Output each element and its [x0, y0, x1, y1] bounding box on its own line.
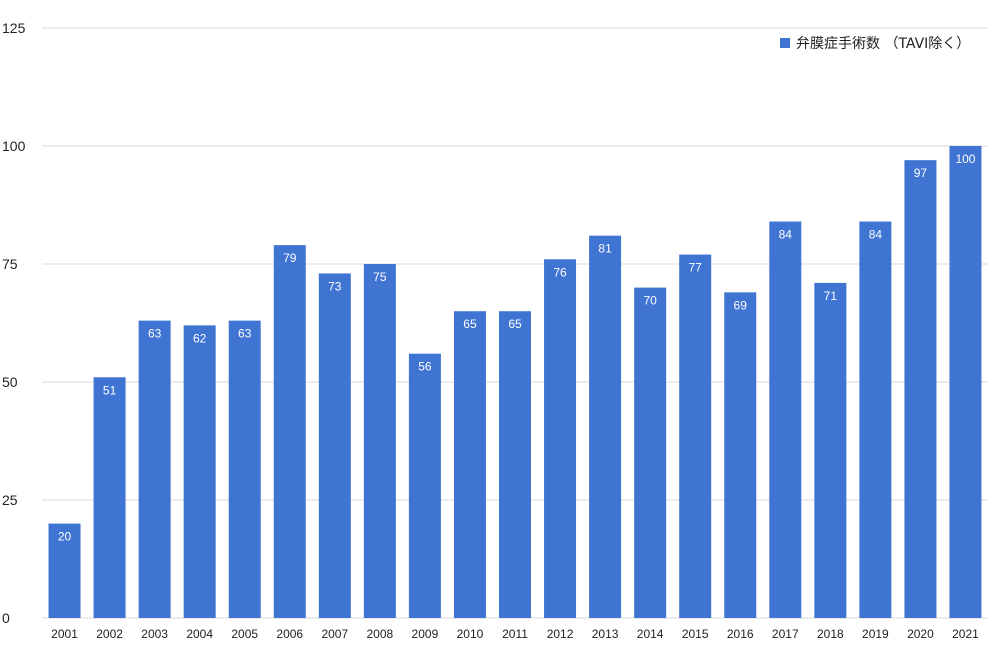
data-label: 81 — [598, 242, 612, 256]
x-tick-label: 2007 — [321, 627, 348, 641]
x-tick-label: 2020 — [907, 627, 934, 641]
data-label: 56 — [418, 360, 432, 374]
x-tick-label: 2016 — [727, 627, 754, 641]
x-tick-label: 2018 — [817, 627, 844, 641]
bar-2003 — [138, 320, 171, 618]
x-tick-label: 2009 — [412, 627, 439, 641]
bar-2009 — [408, 353, 441, 618]
data-label: 75 — [373, 270, 387, 284]
x-tick-label: 2019 — [862, 627, 889, 641]
bar-2007 — [318, 273, 351, 618]
x-tick-label: 2021 — [952, 627, 979, 641]
bar-2016 — [724, 292, 757, 618]
x-tick-label: 2012 — [547, 627, 574, 641]
data-label: 51 — [103, 383, 117, 397]
data-label: 69 — [734, 298, 748, 312]
legend-swatch — [780, 38, 790, 48]
data-label: 84 — [869, 228, 883, 242]
data-label: 70 — [643, 294, 657, 308]
bar-2008 — [363, 264, 396, 618]
data-label: 63 — [238, 327, 252, 341]
data-label: 20 — [58, 530, 72, 544]
x-tick-label: 2003 — [141, 627, 168, 641]
x-tick-label: 2011 — [502, 627, 528, 641]
y-tick-label: 0 — [2, 610, 10, 626]
bar-2006 — [273, 245, 306, 618]
bar-2010 — [453, 311, 486, 618]
bar-2012 — [544, 259, 577, 618]
x-tick-label: 2010 — [457, 627, 484, 641]
data-label: 73 — [328, 279, 342, 293]
bar-2001 — [48, 523, 81, 618]
x-tick-label: 2017 — [772, 627, 799, 641]
y-tick-label: 25 — [2, 492, 18, 508]
y-tick-label: 100 — [2, 138, 26, 154]
x-tick-label: 2002 — [96, 627, 123, 641]
bar-2019 — [859, 221, 892, 618]
data-label: 84 — [779, 228, 793, 242]
x-tick-label: 2015 — [682, 627, 709, 641]
data-label: 71 — [824, 289, 838, 303]
legend-label: 弁膜症手術数 （TAVI除く） — [796, 36, 970, 52]
data-label: 62 — [193, 331, 207, 345]
bar-2020 — [904, 160, 937, 618]
bar-2011 — [499, 311, 531, 618]
x-tick-label: 2014 — [637, 627, 664, 641]
bars: 20 51 63 62 63 79 73 75 56 65 65 76 81 70 77 69 84 71 84 97… — [48, 146, 982, 618]
y-tick-label: 125 — [2, 20, 26, 36]
data-label: 100 — [955, 152, 975, 166]
y-tick-label: 75 — [2, 256, 18, 272]
x-tick-label: 2001 — [51, 627, 78, 641]
x-axis: 2001 2002 2003 2004 2005 2006 2007 2008 2009 2010… — [51, 627, 979, 641]
bar-2004 — [183, 325, 216, 618]
bar-2015 — [679, 254, 712, 618]
legend: 弁膜症手術数 （TAVI除く） — [780, 36, 970, 52]
x-tick-label: 2004 — [186, 627, 213, 641]
y-axis: 0 25 50 75 100 125 — [2, 20, 26, 626]
bar-2002 — [93, 377, 126, 618]
y-tick-label: 50 — [2, 374, 18, 390]
data-label: 65 — [463, 317, 477, 331]
x-tick-label: 2005 — [231, 627, 258, 641]
data-label: 79 — [283, 251, 297, 265]
bar-2018 — [814, 282, 847, 618]
x-tick-label: 2013 — [592, 627, 619, 641]
data-label: 76 — [553, 265, 567, 279]
bar-2005 — [228, 320, 261, 618]
data-label: 65 — [508, 317, 522, 331]
bar-2013 — [589, 235, 622, 618]
bar-2017 — [769, 221, 802, 618]
bar-2021 — [949, 146, 982, 618]
bar-2014 — [634, 287, 667, 618]
data-label: 97 — [914, 166, 928, 180]
x-tick-label: 2008 — [367, 627, 394, 641]
data-label: 63 — [148, 327, 162, 341]
data-label: 77 — [689, 261, 703, 275]
x-tick-label: 2006 — [276, 627, 303, 641]
